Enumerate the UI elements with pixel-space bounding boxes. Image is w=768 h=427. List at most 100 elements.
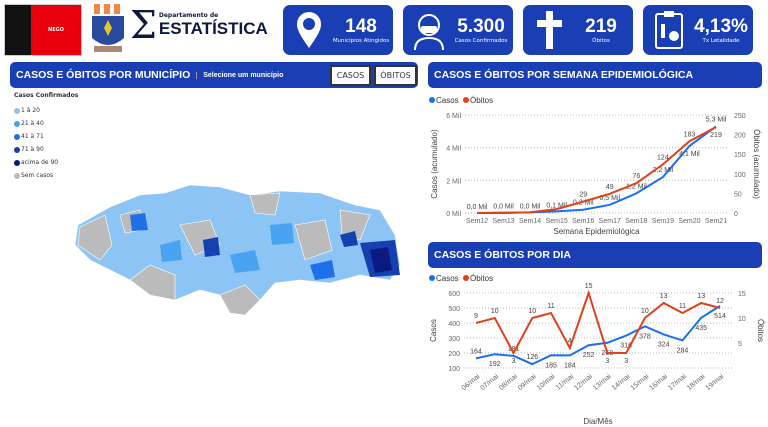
card-label: Casos Confirmados [454,38,508,44]
legend-label: 71 à 90 [21,146,44,153]
data-label: 3 [512,358,516,365]
daily-panel-header: CASOS E ÓBITOS POR DIA [428,242,762,268]
data-label: 10 [641,308,649,315]
x-tick-label: Sem19 [652,218,674,225]
legend-item[interactable]: 21 à 40 [14,117,78,130]
map-panel-title: CASOS E ÓBITOS POR MUNICÍPIO [16,69,191,81]
data-label: 0,1 Mil [546,202,567,209]
y-tick-label: 100 [448,366,460,373]
y2-tick-label: 5 [738,341,742,348]
y-tick-label: 400 [448,321,460,328]
data-label: 126 [526,354,538,361]
map-panel-header: CASOS E ÓBITOS POR MUNICÍPIO Selecione u… [10,62,418,88]
legend-dot [429,97,435,103]
data-label: 11 [679,303,686,310]
legend-label: 41 à 71 [21,133,44,140]
legend-dot [14,172,20,179]
card-value: 148 [345,16,377,37]
y2-tick-label: 100 [734,172,746,179]
data-label: 15 [585,283,593,290]
x-tick-label: 18/mai [686,373,707,392]
x-tick-label: 10/mai [536,373,557,392]
data-label: 4 [568,338,572,345]
x-axis-title: Dia/Mês [583,417,612,426]
legend-item[interactable]: 41 à 71 [14,130,78,143]
data-label: 0,2 Mil [573,200,594,207]
data-label: 324 [658,341,670,348]
data-label: 3 [624,358,628,365]
clipboard-skull-icon [649,10,689,50]
data-label: 192 [489,361,501,368]
paraiba-map[interactable] [70,165,410,325]
data-label: 514 [714,313,726,320]
data-label: 378 [639,333,651,340]
paraiba-flag: NEGO [4,4,82,56]
data-label: 29 [579,192,587,199]
legend-item[interactable]: 71 à 90 [14,143,78,156]
data-label: 10 [528,308,536,315]
weekly-panel-header: CASOS E ÓBITOS POR SEMANA EPIDEMIOLÓGICA [428,62,762,88]
card-value: 219 [585,16,617,37]
y-tick-label: 300 [448,336,460,343]
card-value: 5.300 [457,16,505,37]
casos-button[interactable]: CASOS [330,65,371,86]
x-tick-label: Sem16 [572,218,594,225]
x-tick-label: 07/mai [479,373,500,392]
x-tick-label: Sem21 [705,218,727,225]
card-label: Tx Letalidade [702,38,740,44]
y2-tick-label: 15 [738,291,746,298]
y2-tick-label: 0 [734,211,738,218]
x-tick-label: 16/mai [648,373,669,392]
obitos-button[interactable]: ÓBITOS [374,65,417,86]
y2-tick-label: 50 [734,191,742,198]
cross-icon [529,10,569,50]
card-label: Óbitos [592,38,610,44]
legend-dot [429,275,435,281]
data-label: 11 [547,303,554,310]
data-label: 0,0 Mil [467,204,488,211]
y2-axis-title: Óbitos [756,319,765,342]
y-tick-label: 2 Mil [446,178,461,185]
data-label: 0,5 Mil [599,195,620,202]
legend-dot [14,133,20,140]
series-line-obitos [475,289,721,356]
y-axis-title: Casos [429,319,438,342]
legend-dot [463,275,469,281]
x-tick-label: 14/mai [611,373,632,392]
card-casos: 5.300 Casos Confirmados [403,5,513,55]
x-tick-label: 09/mai [517,373,538,392]
data-label: 124 [657,154,669,161]
data-label: 183 [684,131,696,138]
card-obitos: 219 Óbitos [523,5,633,55]
x-tick-label: 15/mai [630,373,651,392]
y2-tick-label: 250 [734,113,746,120]
legend-item[interactable]: 1 à 20 [14,104,78,117]
legend-item[interactable]: Sem casos [14,169,78,182]
x-tick-label: Sem13 [492,218,514,225]
data-label: 13 [697,293,705,300]
series-line-casos [476,125,717,214]
x-tick-label: Sem20 [678,218,700,225]
legend-item[interactable]: acima de 90 [14,156,78,169]
legend-label: 1 à 20 [21,107,40,114]
card-value: 4,13% [694,16,748,37]
x-tick-label: 13/mai [592,373,613,392]
dept-logo: Σ Departamento de ESTATÍSTICA [130,3,268,47]
y2-tick-label: 150 [734,152,746,159]
y-tick-label: 600 [448,291,460,298]
map-panel-subtitle: Selecione um município [196,71,283,79]
data-label: 0,0 Mil [520,203,541,210]
daily-title: CASOS E ÓBITOS POR DIA [434,249,571,261]
data-label: 435 [695,325,707,332]
data-label: 49 [606,184,614,191]
legend-label: Óbitos [470,96,493,105]
data-label: 184 [564,362,576,369]
legend-dot [14,159,20,166]
data-label: 252 [583,352,595,359]
data-label: 10 [491,308,499,315]
data-label: 181 [508,346,520,353]
legend-label: Casos [436,96,459,105]
legend-label: Sem casos [21,172,54,179]
y2-tick-label: 10 [738,316,746,323]
x-axis-title: Semana Epidemiológica [553,227,640,236]
